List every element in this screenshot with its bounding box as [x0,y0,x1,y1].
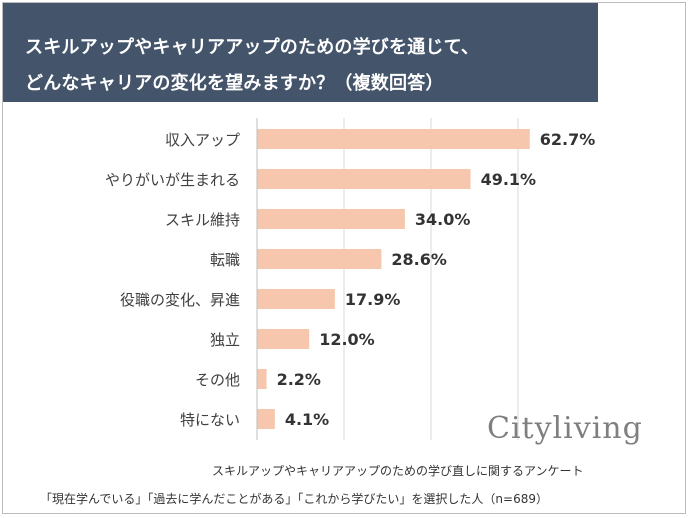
value-label: 49.1% [481,170,537,189]
title-banner: スキルアップやキャリアアップのための学びを通じて、 どんなキャリアの変化を望みま… [3,3,598,102]
bar [257,209,405,229]
value-label: 4.1% [285,410,329,429]
title-line-2: どんなキャリアの変化を望みますか？（複数回答） [25,73,444,94]
category-label: やりがいが生まれる [105,171,240,189]
source-line-1: スキルアップやキャリアアップのための学び直しに関するアンケート [212,464,584,478]
category-label: 独立 [210,331,240,349]
value-label: 2.2% [277,370,321,389]
bar [257,329,310,349]
value-label: 62.7% [540,130,596,149]
category-label: 転職 [210,251,240,269]
bar [257,249,382,269]
bar [257,369,267,389]
category-label: スキル維持 [165,211,240,229]
cityliving-logo: Cityliving [487,411,643,446]
value-label: 12.0% [319,330,375,349]
bar [257,129,530,149]
category-label: その他 [195,371,240,389]
category-label: 特にない [180,411,240,429]
title-line-1: スキルアップやキャリアアップのための学びを通じて、 [25,37,480,58]
bar [257,409,275,429]
category-label: 役職の変化、昇進 [120,291,240,309]
value-label: 28.6% [391,250,447,269]
source-line-2: 「現在学んでいる」「過去に学んだことがある」「これから学びたい」を選択した人（n… [40,492,548,506]
value-label: 17.9% [345,290,401,309]
bar [257,169,471,189]
value-label: 34.0% [415,210,471,229]
bar [257,289,335,309]
category-label: 収入アップ [165,131,240,149]
